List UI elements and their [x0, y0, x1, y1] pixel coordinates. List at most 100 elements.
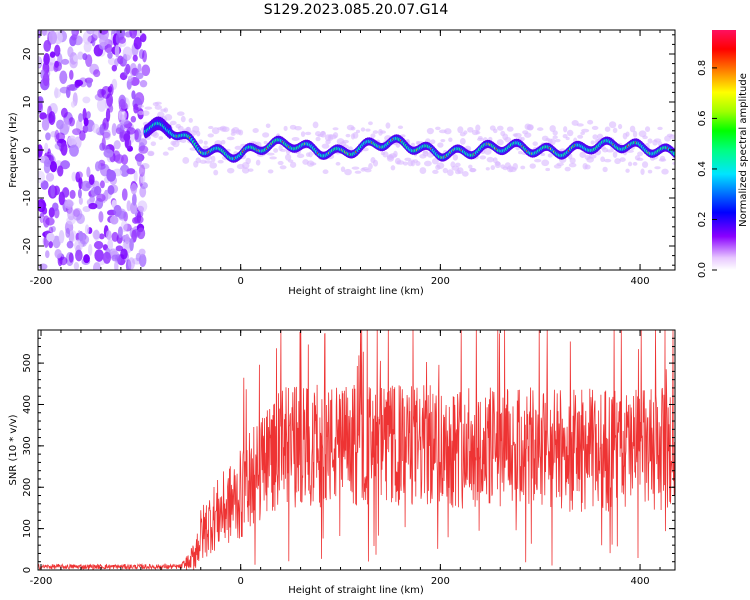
noise-cell	[71, 171, 77, 182]
noise-cell	[93, 262, 101, 270]
noise-cell	[48, 111, 56, 126]
halo-cell	[591, 125, 599, 131]
halo-cell	[637, 151, 644, 157]
noise-cell	[83, 117, 89, 127]
halo-cell	[597, 133, 604, 140]
halo-cell	[526, 124, 534, 131]
halo-cell	[322, 169, 329, 175]
halo-cell	[144, 106, 153, 110]
halo-cell	[549, 125, 556, 132]
halo-cell	[269, 156, 277, 160]
halo-cell	[577, 134, 584, 139]
halo-cell	[245, 157, 251, 165]
halo-cell	[382, 151, 389, 158]
halo-cell	[617, 123, 623, 130]
figure-title: S129.2023.085.20.07.G14	[264, 2, 449, 18]
halo-cell	[600, 156, 605, 163]
halo-cell	[604, 126, 611, 132]
noise-cell	[82, 96, 91, 104]
noise-cell	[45, 250, 50, 259]
noise-cell	[77, 188, 82, 199]
noise-cell	[103, 129, 111, 140]
noise-cell	[84, 224, 90, 235]
halo-cell	[461, 171, 469, 177]
halo-cell	[211, 155, 216, 163]
halo-cell	[661, 168, 669, 175]
halo-cell	[360, 127, 366, 132]
noise-cell	[101, 86, 111, 99]
halo-cell	[300, 131, 306, 138]
halo-cell	[284, 153, 292, 161]
noise-cell	[127, 75, 133, 82]
halo-cell	[494, 161, 501, 169]
halo-cell	[566, 129, 574, 137]
noise-cell	[54, 142, 63, 150]
noise-cell	[92, 30, 101, 39]
noise-cell	[54, 44, 61, 57]
noise-cell	[118, 110, 127, 121]
noise-cell	[86, 30, 95, 35]
noise-cell	[74, 79, 81, 88]
noise-cell	[136, 152, 143, 167]
noise-cell	[44, 142, 49, 154]
noise-cell	[60, 160, 71, 170]
halo-cell	[496, 139, 504, 146]
halo-cell	[483, 148, 492, 155]
halo-cell	[267, 169, 274, 174]
halo-cell	[289, 161, 297, 168]
noise-cell	[78, 113, 84, 123]
noise-cell	[68, 230, 78, 242]
halo-cell	[486, 156, 494, 163]
noise-cell	[138, 164, 146, 177]
noise-cell	[59, 256, 68, 266]
noise-cell	[138, 145, 149, 154]
noise-cell	[131, 90, 136, 100]
halo-cell	[625, 168, 630, 173]
noise-cell	[115, 245, 124, 252]
halo-cell	[335, 161, 341, 166]
halo-cell	[647, 169, 653, 174]
halo-cell	[654, 166, 661, 170]
noise-cell	[70, 100, 76, 108]
halo-cell	[467, 126, 474, 133]
halo-cell	[513, 132, 522, 138]
noise-cell	[52, 235, 61, 249]
noise-cell	[93, 69, 101, 78]
y-tick-label: -20	[22, 238, 33, 254]
noise-cell	[64, 199, 74, 209]
noise-cell	[135, 252, 141, 262]
halo-cell	[455, 162, 461, 167]
halo-cell	[370, 133, 376, 139]
y-tick-label: 500	[22, 354, 33, 373]
noise-cell	[85, 54, 93, 68]
snr-panel: -200 0 200 400 0 100 200 300 400 500 Height of s…	[8, 329, 676, 596]
halo-cell	[154, 101, 162, 105]
halo-cell	[588, 154, 597, 159]
noise-cell	[139, 33, 147, 43]
halo-cell	[182, 157, 190, 164]
noise-cell	[136, 227, 146, 240]
noise-cell	[66, 240, 74, 249]
halo-cell	[657, 126, 663, 131]
noise-cell	[38, 30, 42, 39]
noise-cell	[130, 115, 137, 123]
spectrogram-x-ticks: -200 0 200 400	[30, 30, 661, 287]
halo-cell	[451, 165, 460, 171]
noise-cell	[98, 233, 105, 240]
halo-cell	[506, 126, 514, 132]
noise-cell	[107, 238, 114, 251]
noise-cell	[101, 136, 106, 150]
noise-cell	[114, 154, 124, 164]
noise-cell	[105, 230, 112, 240]
noise-cell	[82, 31, 92, 45]
halo-cell	[640, 168, 645, 175]
halo-cell	[590, 140, 595, 145]
snr-frame	[37, 329, 676, 571]
noise-cell	[99, 124, 105, 136]
noise-cell	[82, 206, 91, 213]
noise-cell	[130, 183, 138, 195]
halo-cell	[365, 128, 371, 132]
halo-cell	[396, 160, 405, 165]
halo-cell	[638, 130, 647, 138]
halo-cell	[372, 130, 379, 134]
